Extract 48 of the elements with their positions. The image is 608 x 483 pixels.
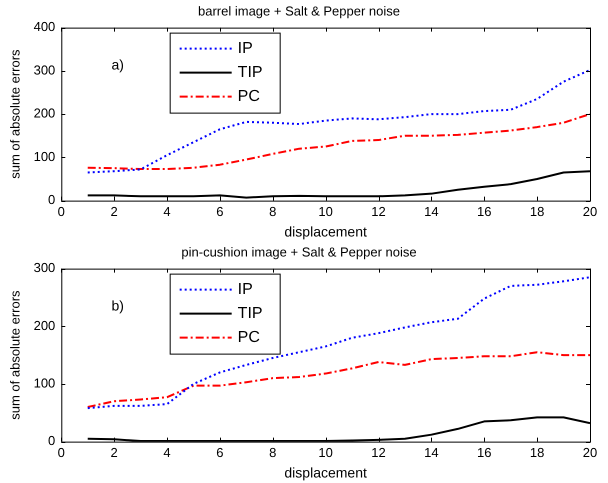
legend-label: PC	[238, 88, 260, 106]
x-tick-label: 0	[58, 444, 65, 460]
x-axis-title: displacement	[284, 223, 367, 240]
y-tick-label: 300	[34, 260, 56, 276]
y-tick-label: 100	[34, 376, 56, 391]
line-series	[86, 113, 590, 170]
x-tick-label: 6	[216, 444, 224, 460]
x-tick-label: 10	[318, 444, 333, 460]
x-tick-label: 18	[530, 204, 544, 219]
chart-title: barrel image + Salt & Pepper noise	[198, 3, 400, 18]
y-tick-label: 300	[34, 62, 56, 78]
x-tick-label: 4	[163, 444, 171, 460]
y-tick-label: 200	[34, 318, 56, 333]
y-tick-label: 0	[48, 192, 56, 208]
x-tick-label: 4	[163, 204, 171, 219]
y-axis-title: sum of absolute errors	[7, 290, 22, 420]
y-axis-title: sum of absolute errors	[7, 48, 22, 179]
x-tick-label: 18	[530, 444, 544, 460]
y-tick-label: 100	[34, 148, 56, 164]
x-tick-label: 2	[110, 444, 118, 460]
x-tick-label: 6	[216, 204, 224, 219]
x-tick-label: 20	[582, 444, 598, 460]
x-tick-label: 20	[582, 204, 598, 219]
x-tick-label: 2	[110, 204, 118, 219]
x-tick-label: 10	[318, 204, 333, 219]
x-tick-label: 8	[269, 204, 276, 219]
y-tick-label: 0	[48, 433, 56, 448]
x-axis-title: displacement	[284, 464, 367, 480]
legend-label: TIP	[238, 64, 263, 82]
x-tick-label: 0	[58, 204, 65, 219]
line-series	[86, 351, 590, 408]
annotation: b)	[112, 298, 124, 314]
x-tick-label: 14	[424, 204, 439, 219]
legend-label: PC	[238, 329, 260, 346]
legend-label: IP	[238, 40, 253, 58]
x-tick-label: 16	[477, 444, 492, 460]
annotation: a)	[112, 56, 124, 73]
chart-title: pin-cushion image + Salt & Pepper noise	[181, 244, 417, 260]
x-tick-label: 12	[371, 204, 386, 219]
y-tick-label: 400	[34, 19, 56, 34]
x-tick-label: 8	[269, 444, 276, 460]
legend-label: IP	[238, 281, 253, 298]
line-series	[86, 276, 590, 410]
x-tick-label: 14	[424, 444, 439, 460]
x-tick-label: 16	[477, 204, 492, 219]
y-tick-label: 200	[34, 106, 56, 121]
legend-label: TIP	[238, 305, 263, 322]
x-tick-label: 12	[371, 444, 386, 460]
